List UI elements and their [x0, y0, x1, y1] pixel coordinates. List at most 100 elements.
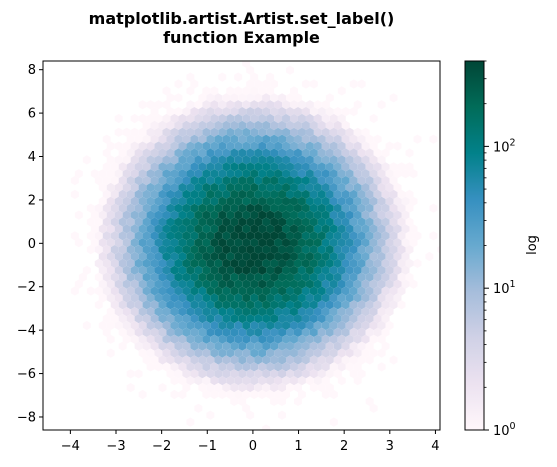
hexbin-cell	[329, 362, 338, 372]
hexbin-cell	[278, 410, 287, 420]
hexbin-cell	[186, 334, 195, 344]
hexbin-cell	[365, 162, 374, 172]
hexbin-cell	[178, 389, 187, 400]
hexbin-cell	[206, 189, 215, 199]
hexbin-cell	[345, 141, 354, 151]
hexbin-cell	[170, 113, 179, 124]
hexbin-cell	[242, 127, 251, 137]
hexbin-cell	[234, 376, 243, 386]
hexbin-cell	[174, 327, 183, 337]
hexbin-cell	[162, 251, 171, 262]
hexbin-cell	[86, 217, 95, 227]
hexbin-cell	[114, 279, 123, 289]
hexbin-cell	[325, 327, 334, 337]
hexbin-cell	[202, 362, 211, 372]
hexbin-cell	[282, 182, 290, 193]
hexbin-cell	[106, 348, 115, 358]
hexbin-cell	[106, 251, 115, 262]
hexbin-cell	[353, 265, 362, 275]
hexbin-cell	[321, 362, 330, 372]
hexbin-cell	[250, 113, 259, 124]
hexbin-cell	[321, 251, 330, 262]
hexbin-cell	[333, 217, 342, 227]
hexbin-cell	[102, 272, 111, 282]
hexbin-cell	[186, 279, 195, 289]
hexbin-cell	[282, 376, 290, 386]
hexbin-cell	[246, 258, 255, 268]
hexbin-cell	[190, 162, 199, 172]
hexbin-cell	[234, 293, 243, 303]
hexbin-cell	[130, 182, 139, 193]
hexbin-cell	[102, 286, 111, 296]
hexbin-cell	[313, 169, 322, 179]
hexbin-cell	[369, 265, 378, 275]
hexbin-cell	[122, 210, 131, 220]
hexbin-cell	[393, 141, 402, 151]
hexbin-cell	[246, 120, 255, 130]
hexbin-cell	[166, 93, 175, 103]
hexbin-cell	[218, 127, 227, 137]
hexbin-cell	[178, 182, 187, 193]
hexbin-cell	[234, 265, 243, 275]
hexbin-cell	[162, 238, 171, 248]
hexbin-cell	[98, 238, 107, 248]
hexbin-cell	[321, 376, 330, 386]
hexbin-cell	[345, 224, 354, 234]
hexbin-cell	[258, 182, 267, 193]
hexbin-cell	[369, 251, 378, 262]
hexbin-cell	[337, 320, 346, 331]
hexbin-cell	[106, 141, 115, 151]
hexbin-cell	[401, 238, 410, 248]
hexbin-cell	[166, 258, 175, 268]
hexbin-cell	[317, 203, 326, 213]
hexbin-cell	[238, 148, 247, 158]
hexbin-cell	[238, 355, 247, 365]
hexbin-cell	[278, 383, 287, 393]
hexbin-cell	[274, 155, 283, 165]
hexbin-cell	[254, 93, 263, 103]
hexbin-cell	[286, 245, 294, 255]
hexbin-cell	[254, 314, 263, 324]
hexbin-cell	[321, 196, 330, 206]
hexbin-cell	[357, 327, 366, 337]
hexbin-cell	[226, 113, 235, 124]
hexbin-cell	[202, 265, 211, 275]
hexbin-cell	[337, 182, 346, 193]
hexbin-cell	[305, 348, 314, 358]
hexbin-cell	[198, 314, 207, 324]
hexbin-cell	[357, 203, 366, 213]
hexbin-cell	[78, 272, 87, 282]
hexbin-cell	[278, 217, 287, 227]
hexbin-cell	[190, 355, 199, 365]
hexbin-cell	[373, 327, 382, 337]
hexbin-cell	[158, 286, 167, 296]
hexbin-cell	[274, 348, 283, 358]
hexbin-cell	[286, 120, 294, 130]
hexbin-cell	[202, 238, 211, 248]
hexbin-cell	[242, 141, 251, 151]
hexbin-cell	[365, 272, 374, 282]
hexbin-cell	[186, 293, 195, 303]
x-tick-label: 3	[386, 439, 394, 454]
hexbin-cell	[345, 127, 354, 137]
hexbin-cell	[238, 272, 247, 282]
hexbin-cell	[230, 341, 239, 351]
hexbin-cell	[258, 293, 267, 303]
hexbin-cell	[381, 341, 390, 351]
hexbin-cell	[305, 182, 314, 193]
hexbin-cell	[94, 258, 103, 268]
hexbin-cell	[230, 327, 239, 337]
hexbin-cell	[270, 120, 279, 130]
hexbin-cell	[186, 417, 195, 427]
hexbin-cell	[278, 396, 287, 406]
hexbin-cell	[325, 134, 334, 144]
hexbin-cell	[266, 362, 275, 372]
hexbin-cell	[341, 176, 350, 186]
hexbin-cell	[238, 120, 247, 130]
hexbin-cell	[389, 258, 398, 268]
hexbin-cell	[262, 107, 271, 117]
hexbin-cell	[286, 383, 294, 393]
hexbin-cell	[126, 258, 135, 268]
hexbin-cell	[214, 107, 223, 117]
hexbin-cell	[194, 403, 203, 413]
